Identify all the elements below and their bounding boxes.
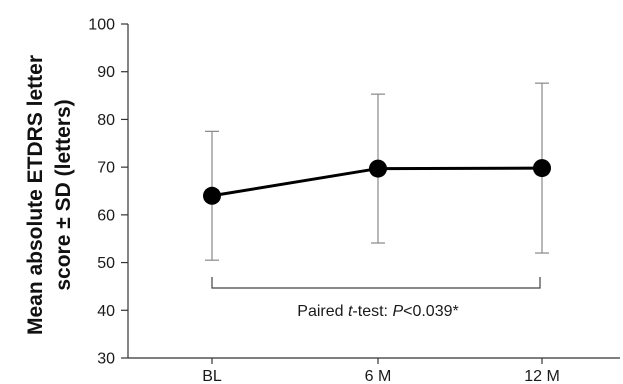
- y-axis-title-line1: Mean absolute ETDRS letter: [24, 55, 47, 335]
- y-tick-label: 70: [97, 160, 115, 177]
- data-point: [533, 159, 551, 178]
- y-tick-label: 60: [97, 207, 115, 224]
- data-points: [203, 159, 551, 205]
- x-tick-label: 12 M: [524, 368, 560, 384]
- y-tick-label: 100: [88, 17, 115, 34]
- annotation-suffix: <0.039*: [403, 303, 459, 320]
- y-tick-label: 30: [97, 351, 115, 368]
- data-point: [203, 186, 221, 205]
- annotation-t: t: [348, 303, 353, 320]
- y-tick-label: 50: [97, 255, 115, 272]
- y-axis-title-line2: score ± SD (letters): [52, 99, 75, 290]
- x-tick-label: 6 M: [365, 368, 392, 384]
- annotation-middle: -test:: [352, 303, 392, 320]
- y-tick-label: 80: [97, 112, 115, 129]
- y-tick-label: 40: [97, 303, 115, 320]
- annotation-prefix: Paired: [297, 303, 348, 320]
- data-point: [369, 159, 387, 178]
- x-tick-label: BL: [202, 368, 222, 384]
- x-ticks: BL 6 M 12 M: [202, 358, 560, 384]
- y-tick-label: 90: [97, 64, 115, 81]
- significance-bracket: [211, 277, 541, 289]
- significance-annotation: Paired t-test: P<0.039*: [297, 303, 458, 320]
- annotation-p: P: [392, 303, 403, 320]
- y-ticks: 30 40 50 60 70 80 90 100: [88, 17, 128, 368]
